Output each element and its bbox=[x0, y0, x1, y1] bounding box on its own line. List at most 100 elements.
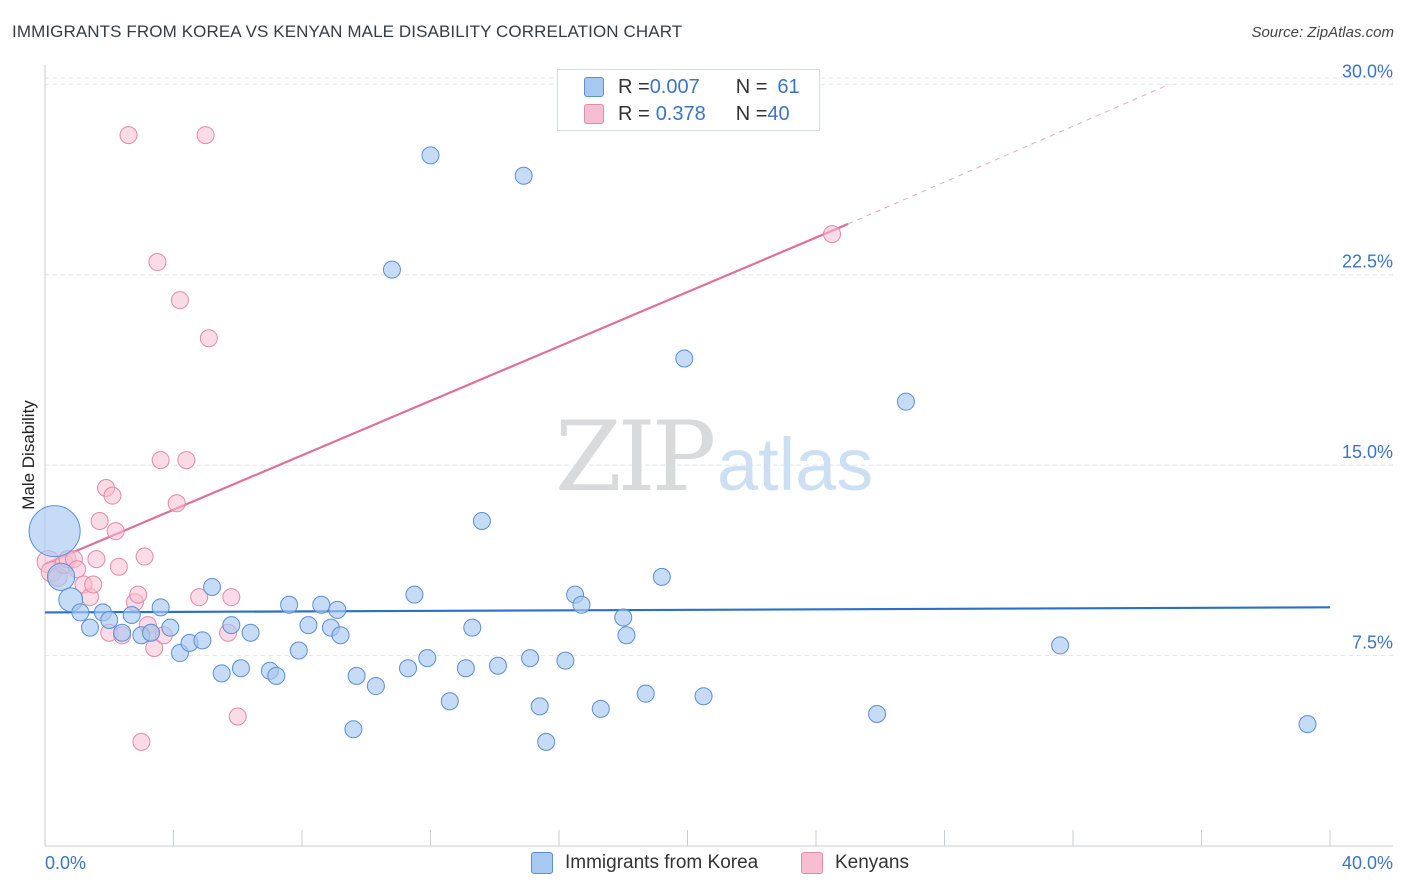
legend-n-value: 40 bbox=[767, 102, 790, 125]
bottom-legend-kenyans: Kenyans bbox=[801, 852, 909, 874]
source-label: Source: ZipAtlas.com bbox=[1251, 24, 1394, 41]
point-kenyans bbox=[196, 126, 215, 145]
watermark: ZIP atlas bbox=[555, 401, 873, 513]
point-korea bbox=[241, 623, 260, 642]
point-korea bbox=[347, 666, 366, 685]
point-korea bbox=[440, 692, 459, 711]
point-korea bbox=[203, 578, 222, 597]
legend-row-korea: R = 0.007 N = 61 bbox=[584, 76, 800, 98]
point-korea bbox=[530, 697, 549, 716]
bottom-legend-label-kenyans: Kenyans bbox=[835, 852, 909, 873]
point-kenyans bbox=[167, 494, 186, 513]
point-kenyans bbox=[106, 522, 125, 541]
point-korea bbox=[421, 146, 440, 165]
point-korea bbox=[1298, 715, 1317, 734]
y-tick-label: 30.0% bbox=[1342, 61, 1393, 81]
point-korea bbox=[113, 623, 132, 642]
point-kenyans bbox=[119, 126, 138, 145]
point-korea bbox=[231, 659, 250, 678]
point-korea bbox=[1051, 636, 1070, 655]
legend-r-label: R = bbox=[618, 75, 650, 98]
watermark-zip: ZIP bbox=[555, 401, 714, 513]
y-tick-label: 7.5% bbox=[1352, 633, 1393, 653]
point-korea bbox=[289, 641, 308, 660]
trend-line-extension bbox=[847, 83, 1170, 225]
correlation-legend: R = 0.007 N = 61 R = 0.378 N = 40 bbox=[557, 69, 820, 131]
point-korea bbox=[572, 595, 591, 614]
point-kenyans bbox=[190, 588, 209, 607]
point-korea bbox=[675, 349, 694, 368]
legend-n-label: N = bbox=[735, 102, 768, 125]
point-korea bbox=[299, 616, 318, 635]
point-kenyans bbox=[84, 575, 103, 594]
point-korea bbox=[418, 649, 437, 668]
axis-labels: 7.5% 15.0% 22.5% 30.0% 0.0% 40.0% Male Disabil… bbox=[19, 61, 1393, 873]
x-tick-label: 40.0% bbox=[1342, 853, 1393, 873]
point-korea bbox=[212, 664, 231, 683]
point-kenyans bbox=[170, 291, 189, 310]
y-tick-label: 22.5% bbox=[1342, 252, 1393, 272]
point-kenyans bbox=[177, 451, 196, 470]
point-korea bbox=[614, 608, 633, 627]
point-kenyans bbox=[151, 451, 170, 470]
point-kenyans bbox=[87, 550, 106, 569]
point-kenyans bbox=[148, 253, 167, 272]
trend-line-korea bbox=[44, 606, 1331, 614]
point-korea bbox=[193, 631, 212, 650]
point-korea bbox=[344, 720, 363, 739]
point-korea bbox=[328, 600, 347, 619]
point-kenyans bbox=[90, 512, 109, 531]
point-korea bbox=[46, 562, 76, 591]
point-korea bbox=[222, 616, 241, 635]
legend-r-value: 0.378 bbox=[655, 102, 706, 125]
point-kenyans bbox=[109, 557, 128, 576]
point-kenyans bbox=[199, 329, 218, 348]
bottom-legend-swatch-kenyans bbox=[801, 852, 823, 874]
point-kenyans bbox=[103, 486, 122, 505]
legend-swatch-kenyans bbox=[584, 104, 604, 124]
point-korea bbox=[617, 626, 636, 645]
point-korea bbox=[556, 651, 575, 670]
point-korea bbox=[591, 699, 610, 718]
point-korea bbox=[456, 659, 475, 678]
point-korea bbox=[161, 618, 180, 637]
point-korea bbox=[652, 567, 671, 586]
point-kenyans bbox=[222, 588, 241, 607]
point-kenyans bbox=[228, 707, 247, 726]
point-korea bbox=[151, 598, 170, 617]
point-korea bbox=[521, 649, 540, 668]
trend-lines bbox=[44, 83, 1331, 614]
point-korea bbox=[100, 611, 119, 630]
axes bbox=[44, 65, 1393, 847]
point-korea bbox=[514, 166, 533, 185]
point-korea bbox=[868, 704, 887, 723]
point-korea bbox=[71, 603, 90, 622]
point-korea bbox=[896, 392, 915, 411]
bottom-legend-korea: Immigrants from Korea bbox=[531, 852, 758, 874]
legend-row-kenyans: R = 0.378 N = 40 bbox=[584, 103, 790, 125]
legend-r-value: 0.007 bbox=[649, 75, 700, 98]
point-kenyans bbox=[132, 732, 151, 751]
legend-n-value: 61 bbox=[777, 75, 800, 98]
grid-lines bbox=[45, 77, 1393, 657]
point-korea bbox=[80, 618, 99, 637]
point-korea bbox=[399, 659, 418, 678]
bottom-legend-label-korea: Immigrants from Korea bbox=[565, 852, 759, 873]
point-korea bbox=[463, 618, 482, 637]
point-kenyans bbox=[129, 585, 148, 604]
point-korea bbox=[636, 684, 655, 703]
point-korea bbox=[280, 595, 299, 614]
point-kenyans bbox=[823, 225, 842, 244]
point-korea bbox=[122, 605, 141, 624]
point-korea bbox=[382, 260, 401, 279]
point-korea bbox=[537, 732, 556, 751]
point-korea bbox=[312, 595, 331, 614]
point-korea bbox=[331, 626, 350, 645]
point-korea bbox=[488, 656, 507, 675]
point-korea bbox=[267, 666, 286, 685]
point-korea bbox=[694, 687, 713, 706]
legend-n-label: N = bbox=[735, 75, 768, 98]
y-tick-label: 15.0% bbox=[1342, 442, 1393, 462]
data-points bbox=[28, 126, 1317, 751]
